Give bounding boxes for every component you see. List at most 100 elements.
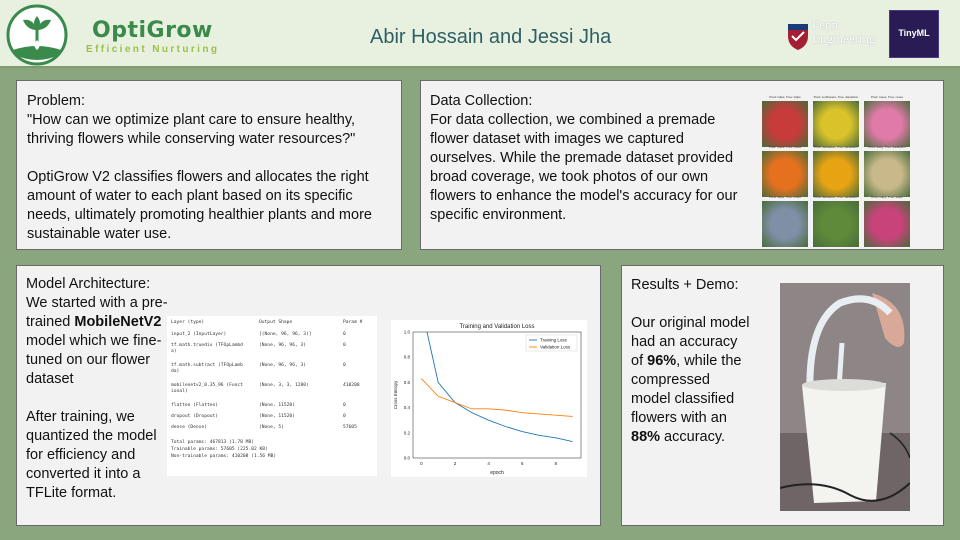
image-caption: Pred: daisy, True: dandelion <box>868 145 906 149</box>
chart-title: Training and Validation Loss <box>459 324 534 330</box>
penn-shield-icon <box>788 24 808 50</box>
loss-chart: Training and Validation Loss epoch Cross E… <box>391 320 587 477</box>
x-tick-label: 6 <box>521 461 524 466</box>
summary-row: dense (Dense) (None, 5) 57605 <box>171 425 373 433</box>
results-heading: Results + Demo: <box>631 277 739 293</box>
sample-image: Pred: dandelion, True: dandelion <box>813 195 859 247</box>
y-tick-label: 1.0 <box>404 330 411 335</box>
results-body: Our original model had an accuracy of 96… <box>631 315 750 445</box>
data-collection-panel: Data Collection: For data collection, we… <box>420 80 944 250</box>
y-tick-label: 0.6 <box>404 380 411 385</box>
summary-cell: 57605 <box>343 425 357 430</box>
model-body: After training, we quantized the model f… <box>26 409 157 501</box>
problem-panel: Problem: "How can we optimize plant care… <box>16 80 402 250</box>
model-name: MobileNetV2 <box>74 314 162 330</box>
summary-cell: dense (Dense) <box>171 425 207 430</box>
x-tick-label: 2 <box>454 461 457 466</box>
sample-image: Pred: daisy, True: dandelion <box>864 145 910 197</box>
image-caption: Pred: dandelion, True: dandelion <box>814 145 858 149</box>
x-axis-label: epoch <box>490 470 504 476</box>
demo-photo <box>780 283 910 511</box>
series-line-validation-loss <box>421 378 573 417</box>
x-tick-label: 4 <box>487 461 490 466</box>
y-tick-label: 0.8 <box>404 355 411 360</box>
tinyml-label: TinyML <box>898 28 930 38</box>
data-heading: Data Collection: <box>430 93 533 109</box>
summary-row: tf.math.subtract (TFOpLamb (None, 96, 96,… <box>171 363 373 371</box>
header-bar: OptiGrow Efficient Nurturing Abir Hossai… <box>0 0 960 68</box>
model-summary-table: Layer (type) Output Shape Param # input_2 (… <box>167 316 377 476</box>
summary-cell: mobilenetv2_0.35_96 (Funct <box>171 383 243 388</box>
image-caption: Pred: dandelion, True: dandelion <box>814 195 858 199</box>
problem-question: "How can we optimize plant care to ensur… <box>27 112 356 147</box>
summary-row: da) <box>171 369 373 377</box>
summary-cell: input_2 (InputLayer) <box>171 332 227 337</box>
y-axis-label: Cross Entropy <box>393 380 398 409</box>
summary-header: Layer (type) Output Shape Param # <box>171 320 373 328</box>
series-line-training-loss <box>426 332 573 443</box>
summary-cell: 0 <box>343 332 346 337</box>
summary-cell: (None, 11520) <box>259 403 295 408</box>
summary-cell: (None, 3, 3, 1280) <box>259 383 309 388</box>
summary-cell: tf.math.truediv (TFOpLambd <box>171 343 243 348</box>
image-caption: Pred: tulips, True: roses <box>769 195 801 199</box>
model-heading: Model Architecture: <box>26 276 151 292</box>
summary-cell: da) <box>171 369 180 374</box>
image-caption: Pred: roses, True: roses <box>768 145 801 149</box>
summary-cell: [(None, 96, 96, 3)] <box>259 332 312 337</box>
y-tick-label: 0.4 <box>404 405 411 410</box>
tinyml-logo: TinyML <box>889 10 939 58</box>
image-caption: Pred: tulips, True: tulips <box>769 95 801 99</box>
image-caption: Pred: tulips, True: tulips <box>871 195 903 199</box>
summary-header-cell: Layer (type) <box>171 320 205 325</box>
y-tick-label: 0.2 <box>404 430 411 435</box>
summary-total: Trainable params: 57605 (225.02 KB) <box>171 447 268 452</box>
penn-engineering-label: Penn Engineering <box>812 17 876 46</box>
sample-image: Pred: tulips, True: tulips <box>762 95 808 147</box>
sample-image: Pred: tulips, True: roses <box>762 195 808 247</box>
x-tick-label: 0 <box>420 461 423 466</box>
summary-cell: (None, 96, 96, 3) <box>259 363 307 368</box>
summary-row: mobilenetv2_0.35_96 (Funct (None, 3, 3, 1… <box>171 383 373 391</box>
optigrow-logo-icon <box>6 4 68 66</box>
model-architecture-panel: Model Architecture: We started with a pr… <box>16 265 601 526</box>
summary-cell: 0 <box>343 403 346 408</box>
sample-image: Pred: dandelion, True: dandelion <box>813 145 859 197</box>
model-text: Model Architecture: We started with a pr… <box>26 275 176 503</box>
summary-header-cell: Param # <box>343 320 363 325</box>
original-accuracy: 96% <box>647 353 677 369</box>
summary-cell: (None, 96, 96, 3) <box>259 343 307 348</box>
summary-total: Total params: 467813 (1.78 MB) <box>171 440 254 445</box>
summary-cell: (None, 5) <box>259 425 284 430</box>
legend-entry: Validation Loss <box>540 345 571 350</box>
sample-image: Pred: roses, True: roses <box>762 145 808 197</box>
summary-cell: tf.math.subtract (TFOpLamb <box>171 363 243 368</box>
image-caption: Pred: sunflowers, True: dandelion <box>813 95 859 99</box>
summary-row: ional) <box>171 389 373 397</box>
summary-row: flatten (Flatten) (None, 11520) 0 <box>171 403 373 411</box>
authors: Abir Hossain and Jessi Jha <box>370 26 612 48</box>
legend-entry: Training Loss <box>540 338 568 343</box>
x-tick-label: 8 <box>555 461 558 466</box>
summary-cell: flatten (Flatten) <box>171 403 219 408</box>
brand-name: OptiGrow <box>92 18 213 43</box>
sample-image-grid: Pred: tulips, True: tulips Pred: sunflowe… <box>762 95 912 247</box>
sample-image: Pred: sunflowers, True: dandelion <box>813 95 859 147</box>
compressed-accuracy: 88% <box>631 429 661 445</box>
sample-image: Pred: roses, True: roses <box>864 95 910 147</box>
summary-row: input_2 (InputLayer) [(None, 96, 96, 3)] 0 <box>171 332 373 340</box>
legend-box <box>525 334 578 352</box>
summary-cell: ional) <box>171 389 188 394</box>
image-caption: Pred: roses, True: roses <box>870 95 903 99</box>
brand-tagline: Efficient Nurturing <box>86 44 220 55</box>
summary-total: Non-trainable params: 410208 (1.56 MB) <box>171 454 277 459</box>
summary-cell: a) <box>171 349 177 354</box>
problem-body: OptiGrow V2 classifies flowers and alloc… <box>27 169 372 242</box>
summary-cell: 0 <box>343 363 346 368</box>
summary-cell: 0 <box>343 343 346 348</box>
summary-row: tf.math.truediv (TFOpLambd (None, 96, 96,… <box>171 343 373 351</box>
sample-image: Pred: tulips, True: tulips <box>864 195 910 247</box>
summary-cell: 0 <box>343 414 346 419</box>
summary-row: a) <box>171 349 373 357</box>
chart-frame <box>412 331 582 459</box>
